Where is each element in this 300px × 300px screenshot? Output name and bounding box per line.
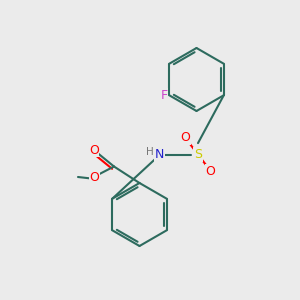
Text: O: O [89, 143, 99, 157]
Text: H: H [146, 147, 154, 157]
Text: O: O [206, 165, 215, 178]
Text: S: S [194, 148, 202, 161]
Text: N: N [155, 148, 164, 161]
Text: O: O [89, 171, 99, 184]
Text: O: O [181, 131, 190, 144]
Text: F: F [160, 89, 167, 102]
